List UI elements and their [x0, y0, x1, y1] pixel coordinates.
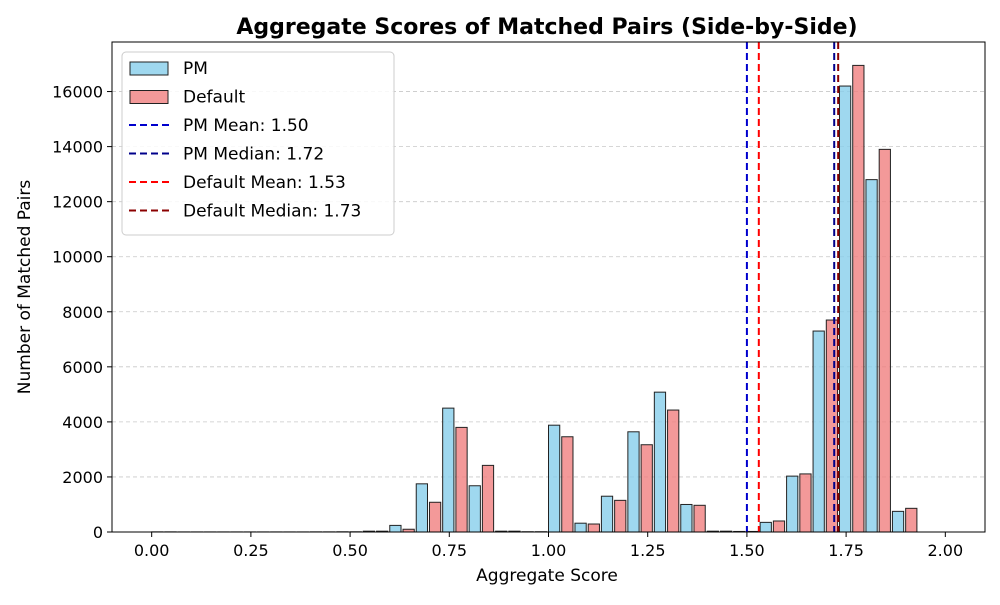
legend-label: Default [183, 88, 245, 108]
legend-label: PM Mean: 1.50 [183, 116, 309, 136]
bar-pm [654, 392, 665, 532]
legend-label: PM Median: 1.72 [183, 145, 324, 165]
bar-default [615, 500, 626, 532]
bar-default [456, 427, 467, 532]
bar-default [853, 65, 864, 532]
bar-default [773, 521, 784, 532]
bar-pm [813, 331, 824, 532]
x-axis-label: Aggregate Score [476, 566, 618, 586]
bar-pm [681, 504, 692, 532]
bar-default [906, 508, 917, 532]
bar-pm [787, 476, 798, 532]
bar-default [668, 410, 679, 532]
bar-pm [575, 523, 586, 532]
bar-pm [549, 425, 560, 532]
bar-default [879, 149, 890, 532]
bar-pm [628, 432, 639, 532]
x-tick-label: 1.50 [729, 541, 765, 560]
bar-default [588, 524, 599, 532]
y-tick-label: 14000 [52, 138, 103, 157]
legend: PM Default PM Mean: 1.50 PM Median: 1.72 Def… [122, 52, 394, 235]
y-tick-label: 6000 [62, 358, 103, 377]
y-tick-label: 8000 [62, 303, 103, 322]
bar-pm [760, 522, 771, 532]
x-tick-label: 0.50 [332, 541, 368, 560]
bar-pm [469, 486, 480, 532]
x-tick-label: 0.00 [134, 541, 170, 560]
x-tick-label: 2.00 [928, 541, 964, 560]
bar-default [562, 437, 573, 532]
bar-pm [390, 525, 401, 532]
x-tick-label: 1.00 [531, 541, 567, 560]
bar-default [641, 445, 652, 532]
x-tick-label: 0.25 [233, 541, 269, 560]
bar-pm [443, 408, 454, 532]
legend-label: PM [183, 59, 208, 79]
y-tick-label: 2000 [62, 468, 103, 487]
x-tick-label: 1.75 [828, 541, 864, 560]
x-tick-label: 1.25 [630, 541, 666, 560]
legend-swatch [130, 91, 168, 104]
bar-pm [892, 511, 903, 532]
y-tick-label: 10000 [52, 248, 103, 267]
chart-title: Aggregate Scores of Matched Pairs (Side-… [236, 15, 857, 40]
y-axis-label: Number of Matched Pairs [15, 180, 35, 395]
x-tick-label: 0.75 [431, 541, 467, 560]
y-tick-label: 0 [93, 523, 103, 542]
y-tick-label: 16000 [52, 83, 103, 102]
bar-default [826, 320, 837, 532]
legend-label: Default Median: 1.73 [183, 202, 361, 222]
bar-default [694, 505, 705, 532]
legend-label: Default Mean: 1.53 [183, 173, 346, 193]
bar-default [429, 502, 440, 532]
bar-pm [416, 484, 427, 532]
bar-pm [601, 496, 612, 532]
bar-pm [866, 180, 877, 532]
bar-default [482, 465, 493, 532]
legend-swatch [130, 62, 168, 75]
bar-pm [839, 86, 850, 532]
y-tick-label: 4000 [62, 413, 103, 432]
bar-default [800, 474, 811, 532]
y-tick-label: 12000 [52, 193, 103, 212]
